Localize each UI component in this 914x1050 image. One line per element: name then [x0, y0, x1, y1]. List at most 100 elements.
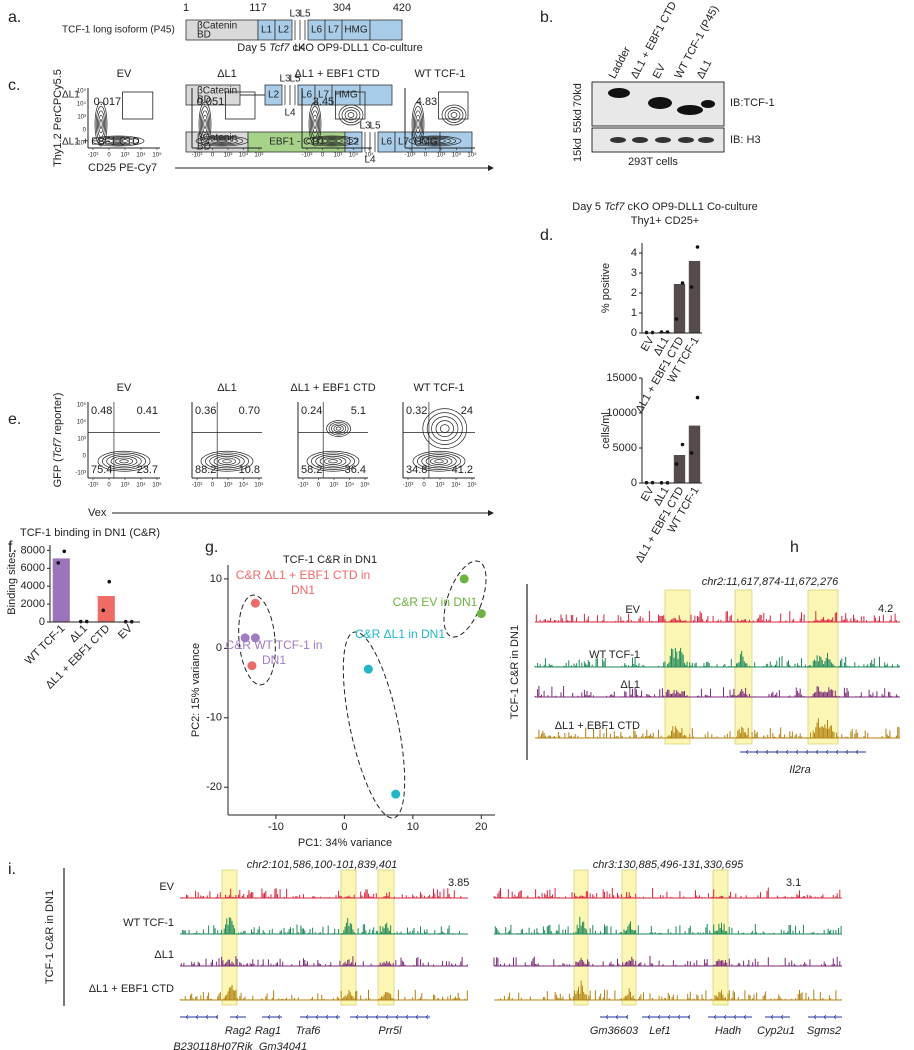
contour: [206, 137, 238, 145]
strand-arrow: [405, 1014, 409, 1020]
track-name: EV: [159, 881, 174, 893]
replicate-dot: [107, 579, 112, 584]
contour: [97, 450, 151, 472]
series-label: C&R ΔL1 in DN1: [354, 627, 446, 641]
contour: [321, 138, 343, 144]
y-tick-label: -10: [206, 712, 222, 724]
y-tick-label: -20: [206, 781, 222, 793]
y-axis-label: GFP (Tcf7 reporter): [52, 393, 64, 488]
coverage-track: [180, 888, 468, 899]
replicate-dot: [680, 442, 685, 447]
strand-arrow: [195, 1014, 199, 1020]
x-tick-label: 10⁵: [254, 152, 264, 159]
gate: [122, 91, 154, 120]
contour: [413, 136, 457, 146]
domain: [274, 19, 293, 41]
contour: [312, 114, 318, 134]
construct-name: TCF-1 long isoform (P45): [62, 25, 175, 36]
strand-arrow: [205, 1014, 209, 1020]
series-label-box: C&R ΔL1 in DN1: [354, 627, 446, 641]
contour: [316, 137, 348, 145]
contour: [424, 138, 446, 144]
domain-label: BD: [197, 30, 211, 41]
series-label-box: C&R EV in DN1: [393, 595, 478, 609]
cluster-outline: [443, 560, 487, 638]
quadrant-value: 0.32: [406, 405, 427, 417]
x-tick-label: 10³: [224, 483, 233, 489]
contour: [98, 114, 104, 134]
y-tick-label: 0: [216, 642, 222, 654]
x-tick-label: 10⁴: [349, 152, 359, 159]
contour: [441, 104, 467, 126]
strand-arrow: [425, 1014, 429, 1020]
x-tick-label: 10⁴: [239, 152, 249, 159]
strand-arrow: [605, 1014, 609, 1020]
quadrant-value: 41.2: [452, 464, 473, 476]
side-label: TCF-1 C&R in DN1: [509, 625, 521, 719]
domain-label: L5: [299, 9, 311, 20]
contour: [411, 101, 425, 147]
x-tick-label: -10: [268, 821, 284, 833]
strand-arrow: [677, 1014, 681, 1020]
contour: [422, 408, 468, 449]
replicate-dot: [674, 462, 679, 466]
strand-arrow: [765, 749, 769, 755]
strand-arrow: [780, 1014, 784, 1020]
x-tick-label: 0: [211, 483, 215, 489]
x-tick-label: 10⁵: [152, 482, 162, 489]
quadrant-value: 0.36: [195, 405, 216, 417]
blot-band: [648, 97, 672, 109]
x-tick-label: 10³: [224, 153, 233, 159]
contour: [306, 450, 360, 472]
strand-arrow: [855, 749, 859, 755]
coverage-track: [534, 685, 900, 698]
cluster-outline: [238, 594, 276, 686]
contour: [202, 114, 208, 134]
highlight: [621, 869, 637, 1006]
blot-band: [678, 137, 694, 143]
y-tick-label: 10⁴: [77, 419, 87, 426]
strand-arrow: [795, 749, 799, 755]
contour: [425, 455, 453, 467]
size-marker: 70kd: [572, 83, 584, 107]
panel-title-part: cKO OP9-DLL1 Co-culture: [624, 201, 757, 213]
c-terminus: [369, 19, 403, 41]
domain-label: L7: [318, 90, 330, 101]
contour: [102, 137, 134, 145]
strand-arrow: [823, 1014, 827, 1020]
contour: [315, 454, 351, 469]
cells-label: 293T cells: [628, 156, 678, 168]
x-tick-label: -10³: [405, 153, 416, 159]
contour: [426, 412, 463, 445]
strand-arrow: [713, 1014, 717, 1020]
y-tick-label: 2000: [21, 598, 45, 610]
contour: [416, 119, 420, 129]
x-axis-label: Vex: [88, 507, 107, 519]
plot-name: ΔL1: [217, 382, 237, 394]
quadrant-value: 0.48: [91, 405, 112, 417]
quadrant-value: 34.8: [406, 464, 427, 476]
coverage-track: [180, 917, 468, 935]
quadrant-value: 36.4: [345, 464, 366, 476]
contour: [95, 106, 107, 142]
contour: [444, 107, 464, 123]
panel-title-part: Tcf7: [604, 201, 625, 213]
x-tick-label: -10³: [88, 483, 99, 489]
strand-arrow: [775, 749, 779, 755]
y-tick-label: 10⁵: [77, 402, 87, 409]
bar: [673, 455, 686, 483]
coverage-track: [180, 956, 468, 967]
contour: [200, 136, 244, 146]
y-tick-label: -10³: [75, 471, 86, 477]
gene-name: Cyp2u1: [757, 1025, 795, 1037]
coverage-track: [493, 887, 842, 899]
contour: [333, 425, 344, 433]
strand-arrow: [625, 1014, 629, 1020]
domain-label: L6: [381, 137, 393, 148]
gene-name: Rag2: [225, 1025, 251, 1037]
contour: [319, 455, 347, 467]
contour: [323, 457, 343, 465]
x-tick-label: 10⁵: [364, 152, 374, 159]
plot-name: EV: [117, 68, 132, 80]
contour: [222, 459, 232, 464]
